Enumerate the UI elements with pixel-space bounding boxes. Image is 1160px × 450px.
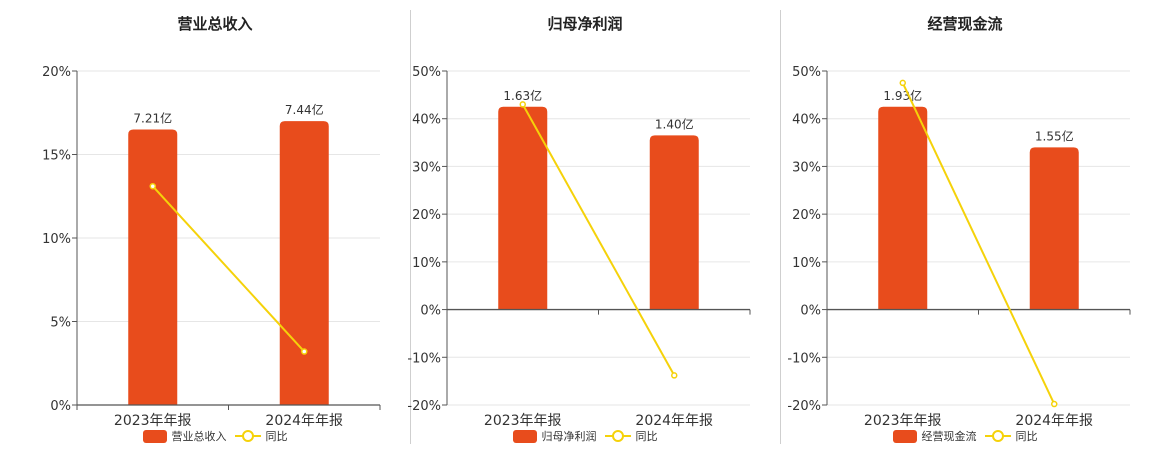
legend-bar-swatch (512, 429, 537, 443)
legend-line-label: 同比 (265, 430, 288, 443)
bar (1029, 147, 1079, 310)
bar-value-label: 1.40亿 (655, 116, 694, 131)
line-point (671, 372, 678, 379)
legend-item-bar[interactable]: 归母净利润 (512, 428, 597, 444)
bar-value-label: 1.55亿 (1035, 128, 1074, 143)
bar-value-label: 1.93亿 (883, 88, 922, 103)
y-tick-label: 20% (42, 65, 71, 80)
y-tick-label: 0% (800, 304, 821, 319)
y-tick-label: 30% (792, 160, 821, 175)
y-tick-label: -20% (407, 399, 441, 414)
bar (649, 135, 699, 310)
x-tick-label: 2024年年报 (265, 413, 343, 429)
legend-item-bar[interactable]: 经营现金流 (892, 428, 977, 444)
bar (498, 106, 548, 310)
x-tick-label: 2023年年报 (864, 413, 942, 429)
y-tick-label: -20% (787, 399, 821, 414)
bar (279, 121, 329, 405)
y-tick-label: 50% (412, 65, 441, 80)
x-tick-label: 2023年年报 (484, 413, 562, 429)
legend-line-swatch (984, 430, 1011, 442)
line-point (1051, 400, 1058, 408)
legend-bar-label: 经营现金流 (921, 430, 977, 443)
y-tick-label: 20% (412, 208, 441, 223)
legend-bar-label: 营业总收入 (171, 430, 227, 443)
y-tick-label: 10% (792, 256, 821, 271)
y-tick-label: 0% (420, 304, 441, 319)
legend-line-swatch (604, 430, 631, 442)
line-point (301, 348, 308, 355)
chart-legend: 归母净利润 同比 (400, 428, 770, 444)
chart-legend: 营业总收入 同比 (30, 428, 400, 444)
y-tick-label: -10% (407, 351, 441, 366)
y-tick-label: 20% (792, 208, 821, 223)
chart-panel-operating-cash-flow: 经营现金流 -20% -10% 0% 10% 20% 30% 40% 50% 1.93亿 1.55… (780, 0, 1150, 450)
legend-item-line[interactable]: 同比 (604, 428, 658, 444)
line-series (901, 82, 1056, 405)
legend-bar-swatch (142, 429, 167, 443)
y-tick-label: -10% (787, 351, 821, 366)
legend-item-line[interactable]: 同比 (234, 428, 288, 444)
panel-divider (780, 10, 781, 444)
legend-item-line[interactable]: 同比 (984, 428, 1038, 444)
x-tick-label: 2024年年报 (635, 413, 713, 429)
legend-bar-label: 归母净利润 (541, 430, 597, 443)
bar-value-label: 7.44亿 (285, 102, 324, 117)
chart-title: 经营现金流 (927, 15, 1003, 33)
chart-title: 归母净利润 (547, 15, 623, 33)
chart-legend: 经营现金流 同比 (780, 428, 1150, 444)
y-tick-label: 0% (50, 399, 71, 414)
y-tick-label: 15% (42, 149, 71, 164)
chart-plot: -20% -10% 0% 10% 20% 30% 40% 50% 1.93亿 1.55亿 2023年… (787, 65, 1131, 429)
legend-bar-swatch (892, 429, 917, 443)
y-tick-label: 10% (412, 256, 441, 271)
y-tick-label: 50% (792, 65, 821, 80)
line-series (152, 185, 305, 353)
chart-plot: 0% 5% 10% 15% 20% 7.21亿 7.44亿 2023年年报 2024年年报 (42, 65, 381, 429)
y-tick-label: 30% (412, 160, 441, 175)
y-tick-label: 40% (412, 113, 441, 128)
chart-title: 营业总收入 (177, 15, 253, 33)
y-tick-label: 5% (50, 316, 71, 331)
y-tick-label: 10% (42, 232, 71, 247)
line-series (521, 103, 676, 376)
legend-line-label: 同比 (1015, 430, 1038, 443)
bar (878, 106, 928, 310)
x-tick-label: 2024年年报 (1015, 413, 1093, 429)
legend-item-bar[interactable]: 营业总收入 (142, 428, 227, 444)
line-point (149, 182, 156, 190)
line-point (899, 79, 906, 87)
chart-panel-net-profit: 归母净利润 -20% -10% 0% 10% 20% 30% 40% 50% 1.63亿 1.40… (400, 0, 770, 450)
x-tick-label: 2023年年报 (114, 413, 192, 429)
bar-value-label: 7.21亿 (133, 110, 172, 125)
line-point (519, 101, 526, 108)
bar (128, 129, 178, 405)
legend-line-swatch (234, 430, 261, 442)
y-tick-label: 40% (792, 113, 821, 128)
legend-line-label: 同比 (635, 430, 658, 443)
chart-plot: -20% -10% 0% 10% 20% 30% 40% 50% 1.63亿 1.40亿 2023年… (407, 65, 751, 429)
bar-value-label: 1.63亿 (503, 88, 542, 103)
panel-divider (410, 10, 411, 444)
chart-panel-revenue: 营业总收入 0% 5% 10% 15% 20% 7.21亿 7.44亿 2023年年报 2024… (30, 0, 400, 450)
